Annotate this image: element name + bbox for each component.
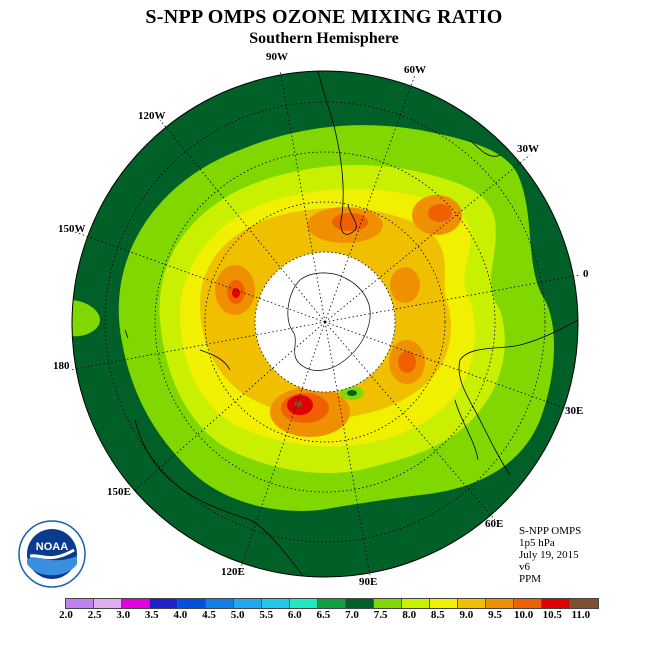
colorbar-swatch — [122, 599, 150, 608]
colorbar-tick-label: 9.0 — [459, 609, 474, 621]
colorbar-tick-label: 6.5 — [316, 609, 331, 621]
colorbar-tick-label: 5.0 — [230, 609, 245, 621]
colorbar-tick-label: 4.0 — [173, 609, 188, 621]
colorbar-tick-label: 3.0 — [116, 609, 131, 621]
contour-7-patch — [347, 390, 357, 396]
noaa-logo-text: NOAA — [36, 541, 68, 553]
lon-label-60e: 60E — [485, 518, 504, 530]
colorbar-tick-label: 9.5 — [488, 609, 502, 621]
lon-label-0: 0 — [583, 268, 589, 280]
colorbar-swatch — [458, 599, 486, 608]
lon-label-150e: 150E — [107, 486, 131, 498]
antarctica-outline — [287, 272, 371, 371]
map-border — [71, 70, 579, 578]
colorbar-swatch — [262, 599, 290, 608]
colorbar-tick-label: 8.0 — [402, 609, 417, 621]
info-date: July 19, 2015 — [519, 549, 579, 561]
lon-label-30w: 30W — [517, 143, 539, 155]
lon-label-90e: 90E — [359, 576, 378, 588]
colorbar-swatch — [570, 599, 598, 608]
lon-label-60w: 60W — [404, 64, 426, 76]
info-pressure: 1p5 hPa — [519, 537, 555, 549]
info-instrument: S-NPP OMPS — [519, 525, 582, 537]
colorbar-swatch — [346, 599, 374, 608]
figure-subtitle: Southern Hemisphere — [249, 30, 399, 47]
colorbar-tick-label: 11.0 — [571, 609, 591, 621]
info-version: v6 — [519, 561, 530, 573]
graticule — [69, 69, 581, 576]
colorbar-tick-label: 3.5 — [144, 609, 159, 621]
colorbar-swatch — [234, 599, 262, 608]
colorbar-tick-label: 7.5 — [373, 609, 388, 621]
colorbar-swatch — [290, 599, 318, 608]
colorbar-swatch — [206, 599, 234, 608]
colorbar-swatch — [514, 599, 542, 608]
figure-title: S-NPP OMPS OZONE MIXING RATIO — [145, 6, 503, 28]
colorbar-swatch — [150, 599, 178, 608]
colorbar-tick-label: 8.5 — [430, 609, 445, 621]
colorbar-swatch — [94, 599, 122, 608]
colorbar-swatch — [66, 599, 94, 608]
colorbar — [65, 598, 599, 609]
colorbar-tick-label: 4.5 — [202, 609, 216, 621]
info-units: PPM — [519, 573, 542, 585]
lon-label-120w: 120W — [138, 110, 166, 122]
contour-10-a — [332, 213, 368, 231]
colorbar-tick-label: 7.0 — [345, 609, 359, 621]
noaa-logo: NOAA — [18, 520, 86, 588]
contour-9p5-f — [390, 267, 420, 303]
lon-label-90w: 90W — [266, 51, 288, 63]
colorbar-tick-label: 2.0 — [59, 609, 73, 621]
lon-label-30e: 30E — [565, 405, 584, 417]
contour-10-b — [428, 204, 452, 222]
lon-label-120e: 120E — [221, 566, 245, 578]
colorbar-tick-label: 6.0 — [287, 609, 302, 621]
colorbar-swatch — [318, 599, 346, 608]
colorbar-swatch — [374, 599, 402, 608]
lon-label-150w: 150W — [58, 223, 86, 235]
colorbar-tick-label: 10.5 — [542, 609, 562, 621]
product-info: S-NPP OMPS 1p5 hPa July 19, 2015 v6 PPM — [519, 525, 581, 585]
colorbar-tick-label: 5.5 — [259, 609, 274, 621]
colorbar-tick-label: 10.0 — [513, 609, 534, 621]
contour-10p5-c — [232, 288, 240, 298]
lon-label-180: 180 — [53, 360, 70, 372]
contour-7p5-lobe — [72, 300, 100, 337]
colorbar-tick-label: 2.5 — [87, 609, 102, 621]
colorbar-swatch — [486, 599, 514, 608]
colorbar-swatch — [178, 599, 206, 608]
colorbar-swatch — [542, 599, 570, 608]
colorbar-swatch — [430, 599, 458, 608]
colorbar-swatch — [402, 599, 430, 608]
contour-10-d — [398, 351, 416, 373]
